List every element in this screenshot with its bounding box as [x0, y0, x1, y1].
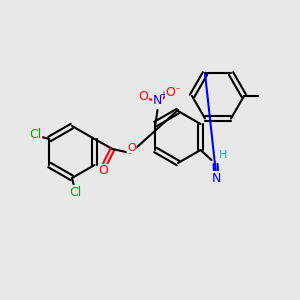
Text: +: +	[160, 90, 167, 100]
Text: N: N	[153, 94, 162, 107]
Text: O: O	[99, 164, 109, 178]
Text: N: N	[212, 172, 221, 184]
Text: H: H	[219, 150, 228, 160]
Text: Cl: Cl	[29, 128, 42, 142]
Text: O: O	[127, 143, 136, 153]
Text: ⁻: ⁻	[175, 86, 180, 96]
Text: O: O	[139, 91, 148, 103]
Text: Cl: Cl	[69, 185, 81, 199]
Text: O: O	[166, 86, 176, 100]
